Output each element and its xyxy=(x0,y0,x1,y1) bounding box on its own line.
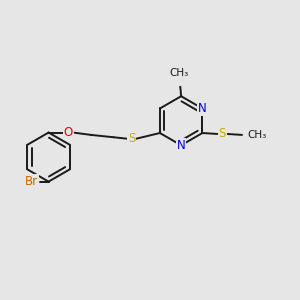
Text: Br: Br xyxy=(25,175,38,188)
Text: N: N xyxy=(177,139,185,152)
Text: S: S xyxy=(218,128,226,140)
Text: CH₃: CH₃ xyxy=(169,68,189,78)
Text: O: O xyxy=(64,126,73,139)
Text: S: S xyxy=(128,132,135,145)
Text: CH₃: CH₃ xyxy=(248,130,267,140)
Text: N: N xyxy=(198,102,207,115)
